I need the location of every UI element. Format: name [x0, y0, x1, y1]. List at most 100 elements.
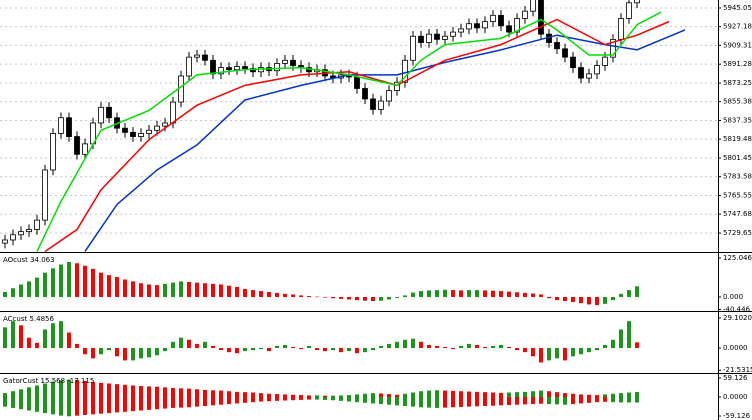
histogram-bar: [515, 348, 519, 351]
candle-body: [490, 14, 496, 23]
histogram-bar: [179, 337, 183, 349]
histogram-bar: [611, 397, 615, 403]
histogram-bar: [51, 323, 55, 349]
y-tick-label: 5909.31: [723, 41, 752, 49]
histogram-bar: [563, 397, 567, 405]
candle-body: [138, 133, 144, 137]
histogram-bar: [123, 348, 127, 361]
histogram-bar: [347, 296, 351, 300]
histogram-bar: [187, 388, 191, 397]
histogram-bar: [363, 348, 367, 353]
histogram-bar: [19, 397, 23, 410]
candle-body: [42, 169, 48, 221]
candle-body: [458, 28, 464, 33]
candle-body: [274, 63, 280, 72]
histogram-bar: [539, 294, 543, 297]
histogram-bar: [227, 391, 231, 397]
pane-title: ACcust 5.4856: [3, 315, 54, 323]
candle-body: [514, 18, 520, 33]
histogram-bar: [419, 291, 423, 297]
histogram-bar: [203, 389, 207, 397]
histogram-bar: [603, 394, 607, 397]
candle-body: [290, 59, 296, 66]
histogram-bar: [587, 397, 591, 403]
histogram-bar: [283, 293, 287, 297]
y-tick-label: 5783.58: [723, 173, 752, 181]
histogram-bar: [523, 292, 527, 297]
histogram-bar: [3, 397, 7, 407]
histogram-bar: [67, 397, 71, 417]
histogram-bar: [475, 397, 479, 407]
histogram-bar: [595, 348, 599, 351]
y-tick-label: 5873.25: [723, 79, 752, 87]
histogram-bar: [339, 397, 343, 401]
histogram-bar: [443, 390, 447, 397]
histogram-bar: [219, 284, 223, 297]
histogram-bar: [315, 296, 319, 298]
histogram-bar: [299, 348, 303, 350]
histogram-bar: [83, 348, 87, 355]
histogram-bar: [219, 390, 223, 397]
histogram-bar: [83, 265, 87, 297]
histogram-bar: [59, 264, 63, 297]
histogram-bar: [67, 379, 71, 397]
histogram-bar: [27, 281, 31, 297]
histogram-bar: [195, 282, 199, 297]
histogram-bar: [539, 390, 543, 397]
candle-body: [370, 98, 376, 110]
candle-body: [226, 67, 232, 71]
histogram-bar: [115, 348, 119, 357]
histogram-bar: [547, 397, 551, 405]
histogram-bar: [147, 284, 151, 297]
histogram-bar: [371, 397, 375, 404]
histogram-bar: [475, 344, 479, 349]
histogram-bar: [43, 397, 47, 414]
histogram-bar: [91, 397, 95, 415]
histogram-bar: [387, 394, 391, 397]
histogram-bar: [243, 397, 247, 403]
histogram-bar: [275, 292, 279, 297]
histogram-bar: [291, 397, 295, 401]
histogram-bar: [27, 397, 31, 411]
y-tick-label: 0.0000: [723, 344, 748, 352]
histogram-bar: [43, 383, 47, 397]
histogram-bar: [67, 262, 71, 297]
histogram-bar: [579, 394, 583, 397]
pane: [0, 0, 718, 252]
histogram-bar: [483, 346, 487, 349]
histogram-bar: [299, 395, 303, 397]
histogram-bar: [75, 343, 79, 349]
histogram-bar: [363, 296, 367, 301]
histogram-bar: [531, 397, 535, 405]
y-tick-label: 125.046: [723, 254, 752, 262]
candle-body: [18, 231, 24, 236]
histogram-bar: [579, 296, 583, 304]
histogram-bar: [315, 348, 319, 351]
candle-body: [34, 219, 40, 230]
histogram-bar: [387, 296, 391, 300]
candle-body: [386, 90, 392, 102]
histogram-bar: [283, 344, 287, 349]
candle-body: [2, 239, 8, 244]
histogram-bar: [243, 288, 247, 297]
candle-body: [482, 21, 488, 29]
histogram-bar: [635, 397, 639, 403]
histogram-bar: [235, 391, 239, 397]
histogram-bar: [307, 395, 311, 397]
histogram-bar: [19, 284, 23, 297]
histogram-bar: [347, 395, 351, 397]
histogram-bar: [19, 389, 23, 397]
histogram-bar: [435, 345, 439, 349]
histogram-bar: [627, 290, 631, 297]
histogram-bar: [147, 397, 151, 410]
candle-body: [50, 133, 56, 171]
histogram-bar: [395, 397, 399, 406]
histogram-bar: [419, 397, 423, 408]
candle-body: [202, 54, 208, 61]
histogram-bar: [379, 296, 383, 301]
candle-body: [130, 131, 136, 137]
histogram-bar: [203, 397, 207, 406]
histogram-bar: [259, 291, 263, 297]
histogram-bar: [99, 382, 103, 397]
